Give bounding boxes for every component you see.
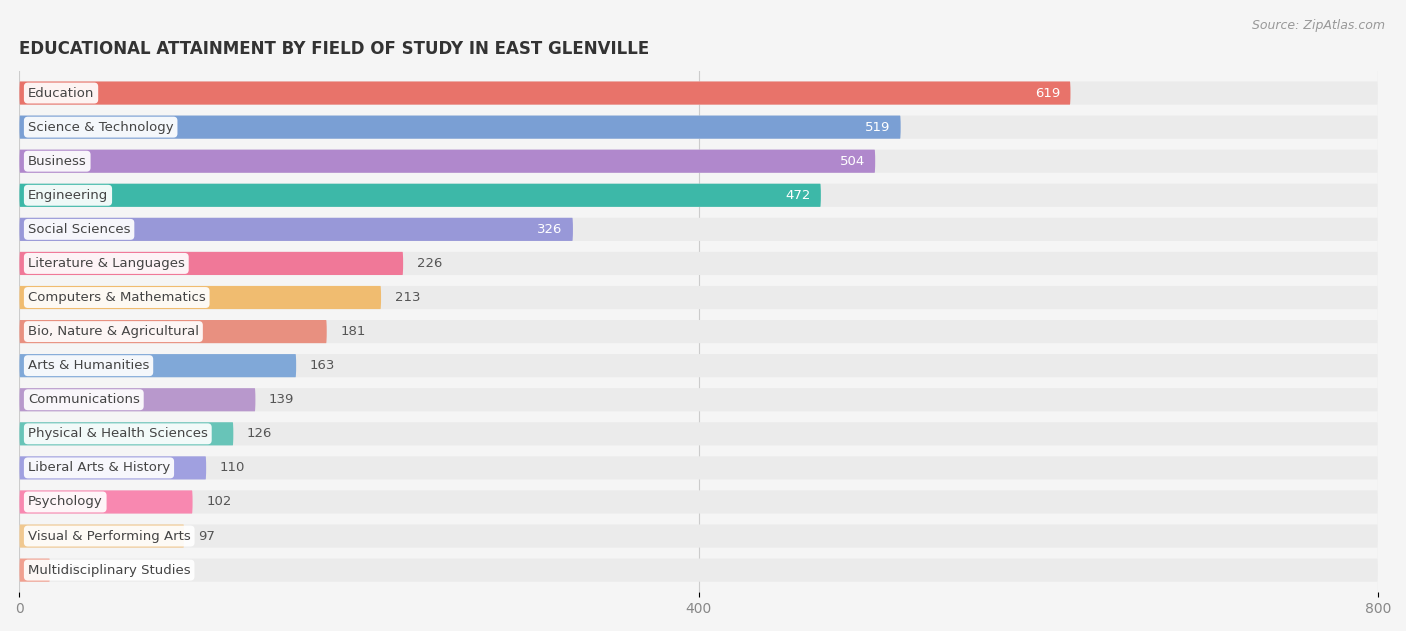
Text: Bio, Nature & Agricultural: Bio, Nature & Agricultural [28,325,198,338]
Text: 619: 619 [1035,86,1060,100]
FancyBboxPatch shape [20,184,1378,207]
Text: 326: 326 [537,223,562,236]
Text: Physical & Health Sciences: Physical & Health Sciences [28,427,208,440]
FancyBboxPatch shape [20,252,404,275]
Text: Psychology: Psychology [28,495,103,509]
FancyBboxPatch shape [20,456,1378,480]
FancyBboxPatch shape [20,252,1378,275]
FancyBboxPatch shape [20,184,821,207]
Text: Arts & Humanities: Arts & Humanities [28,359,149,372]
FancyBboxPatch shape [20,150,875,173]
Text: 519: 519 [865,121,890,134]
FancyBboxPatch shape [20,115,901,139]
FancyBboxPatch shape [20,81,1378,105]
FancyBboxPatch shape [20,558,1378,582]
Text: Education: Education [28,86,94,100]
Text: Engineering: Engineering [28,189,108,202]
Text: Visual & Performing Arts: Visual & Performing Arts [28,529,191,543]
FancyBboxPatch shape [20,524,1378,548]
Text: 213: 213 [395,291,420,304]
Text: 504: 504 [839,155,865,168]
FancyBboxPatch shape [20,558,51,582]
Text: 102: 102 [207,495,232,509]
Text: 226: 226 [416,257,441,270]
FancyBboxPatch shape [20,286,381,309]
FancyBboxPatch shape [20,218,1378,241]
FancyBboxPatch shape [20,490,1378,514]
Text: Literature & Languages: Literature & Languages [28,257,184,270]
Text: Computers & Mathematics: Computers & Mathematics [28,291,205,304]
Text: Source: ZipAtlas.com: Source: ZipAtlas.com [1251,19,1385,32]
Text: Business: Business [28,155,87,168]
FancyBboxPatch shape [20,490,193,514]
FancyBboxPatch shape [20,115,1378,139]
FancyBboxPatch shape [20,354,1378,377]
FancyBboxPatch shape [20,81,1070,105]
FancyBboxPatch shape [20,388,1378,411]
Text: 97: 97 [198,529,215,543]
FancyBboxPatch shape [20,354,297,377]
Text: 18: 18 [63,563,80,577]
FancyBboxPatch shape [20,422,1378,445]
Text: 110: 110 [219,461,245,475]
FancyBboxPatch shape [20,320,326,343]
Text: 181: 181 [340,325,366,338]
FancyBboxPatch shape [20,422,233,445]
Text: 472: 472 [786,189,811,202]
FancyBboxPatch shape [20,286,1378,309]
Text: EDUCATIONAL ATTAINMENT BY FIELD OF STUDY IN EAST GLENVILLE: EDUCATIONAL ATTAINMENT BY FIELD OF STUDY… [20,40,650,58]
Text: 139: 139 [269,393,294,406]
FancyBboxPatch shape [20,218,572,241]
Text: Multidisciplinary Studies: Multidisciplinary Studies [28,563,190,577]
FancyBboxPatch shape [20,524,184,548]
Text: Communications: Communications [28,393,139,406]
Text: Liberal Arts & History: Liberal Arts & History [28,461,170,475]
FancyBboxPatch shape [20,320,1378,343]
Text: Science & Technology: Science & Technology [28,121,173,134]
FancyBboxPatch shape [20,388,256,411]
Text: 163: 163 [309,359,335,372]
Text: Social Sciences: Social Sciences [28,223,131,236]
FancyBboxPatch shape [20,456,207,480]
FancyBboxPatch shape [20,150,1378,173]
Text: 126: 126 [247,427,273,440]
